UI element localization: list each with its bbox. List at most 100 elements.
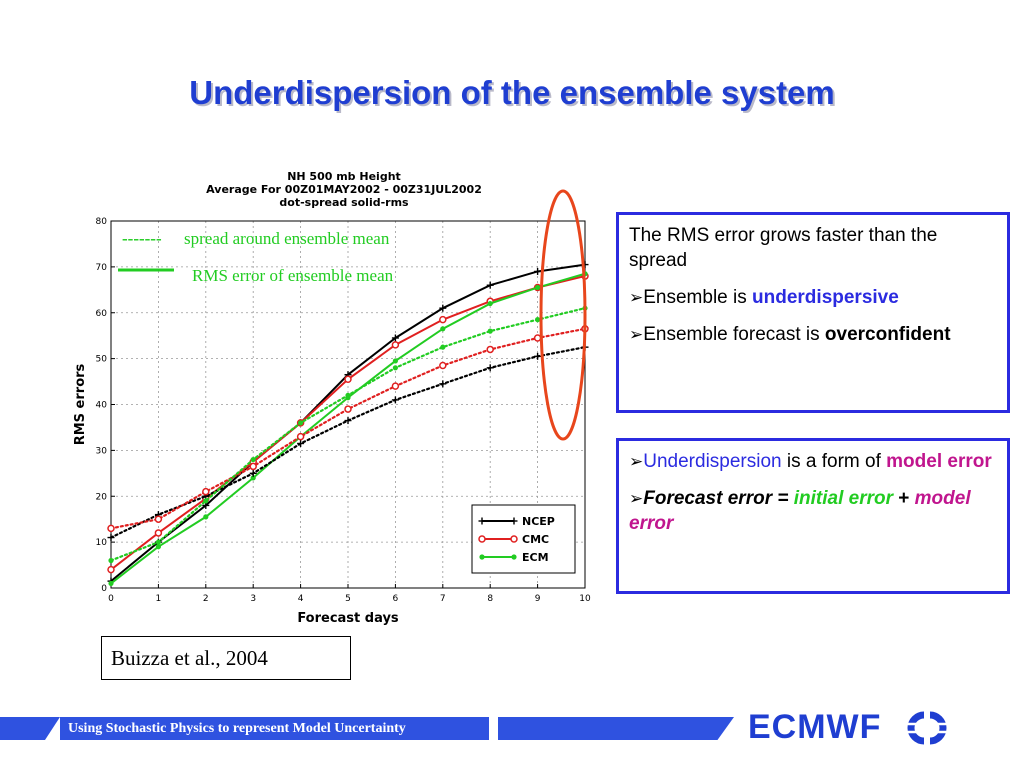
x-tick-label: 1 (156, 594, 162, 604)
x-tick-label: 2 (203, 594, 209, 604)
data-point (202, 487, 210, 496)
y-tick-label: 20 (96, 492, 108, 502)
bullet-underdispersive: ➢Ensemble is underdispersive (629, 285, 997, 310)
data-point (203, 514, 209, 520)
data-point (533, 334, 542, 342)
data-point (108, 557, 114, 564)
data-point (534, 267, 542, 275)
footer-title: Using Stochastic Physics to represent Mo… (60, 717, 492, 740)
legend-label: NCEP (522, 515, 555, 528)
chart-annotations: ------- spread around ensemble mean RMS er… (118, 229, 394, 285)
y-tick-label: 0 (101, 584, 107, 594)
emphasis-underdispersion: Underdispersion (643, 451, 782, 472)
bullet-model-error: ➢Underdispersion is a form of model erro… (629, 449, 997, 474)
data-point (487, 328, 493, 334)
x-tick-label: 0 (108, 594, 114, 604)
legend-item-ecm: ECM (479, 551, 549, 564)
arrow-bullet-icon: ➢ (629, 288, 644, 307)
data-point (534, 352, 542, 360)
data-point (391, 396, 399, 404)
data-point (344, 405, 352, 413)
y-tick-labels: 0 10 20 30 40 50 60 70 80 (96, 217, 115, 594)
rms-spread-statement: The RMS error grows faster than the spre… (629, 225, 938, 271)
annotation-rms: RMS error of ensemble mean (192, 266, 394, 285)
x-tick-labels: 0 1 2 3 4 5 6 7 8 9 10 (108, 584, 591, 604)
emphasis-overconfident: overconfident (824, 324, 951, 345)
data-point (486, 345, 494, 354)
data-point (486, 281, 494, 289)
data-point (345, 392, 351, 398)
data-point (297, 439, 305, 447)
chart-title-line: Average For 00Z01MAY2002 - 00Z31JUL2002 (206, 183, 482, 196)
data-point (298, 420, 304, 426)
legend-label: CMC (522, 533, 549, 546)
arrow-bullet-icon: ➢ (629, 452, 644, 471)
data-point (107, 524, 115, 533)
data-point (439, 315, 447, 324)
plus-sign: + (898, 488, 915, 509)
legend-marker (511, 554, 517, 560)
data-point (439, 361, 447, 370)
x-axis-label: Forecast days (297, 611, 399, 626)
footer-bar-left (0, 717, 60, 740)
chart-legend: NCEP CMC ECM (471, 504, 576, 574)
legend-marker (478, 517, 486, 525)
x-tick-label: 8 (487, 594, 493, 604)
x-tick-label: 4 (298, 594, 304, 604)
bullet-overconfident: ➢Ensemble forecast is overconfident (629, 322, 997, 347)
initial-error-term: initial error (793, 488, 893, 509)
data-point (203, 498, 209, 504)
data-point (392, 358, 398, 364)
chart-series (107, 261, 589, 587)
data-point (392, 365, 398, 371)
data-point (535, 284, 541, 291)
data-point (344, 375, 352, 384)
data-point (439, 380, 447, 388)
data-point (155, 544, 161, 550)
y-tick-label: 10 (96, 538, 108, 548)
summary-box-spread: The RMS error grows faster than the spre… (616, 212, 1010, 413)
data-point (249, 469, 257, 477)
annotation-spread: spread around ensemble mean (184, 229, 390, 248)
x-tick-label: 3 (250, 594, 256, 604)
data-point (344, 417, 352, 425)
data-point (155, 539, 161, 545)
arrow-bullet-icon: ➢ (629, 325, 644, 344)
x-tick-label: 5 (345, 594, 351, 604)
ecmwf-logo-icon (898, 711, 956, 745)
data-point (391, 334, 399, 342)
slide-title: Underdispersion of the ensemble system (189, 74, 835, 111)
series-cmc-spread (107, 325, 589, 533)
arrow-bullet-icon: ➢ (629, 489, 644, 508)
data-point (487, 300, 493, 307)
data-point (249, 462, 257, 471)
data-point (250, 475, 256, 481)
bullet-text: is a form of (781, 451, 887, 472)
data-point (250, 456, 256, 463)
legend-marker (478, 535, 486, 543)
legend-label: ECM (522, 551, 549, 564)
data-point (391, 382, 400, 390)
legend-marker (510, 517, 518, 525)
bullet-text: Ensemble forecast is (643, 324, 825, 345)
x-tick-label: 10 (579, 594, 591, 604)
footer-bar-right (498, 717, 734, 740)
legend-item-ncep: NCEP (478, 515, 555, 528)
data-point (440, 326, 446, 332)
citation: Buizza et al., 2004 (101, 636, 351, 680)
data-point (107, 534, 115, 542)
y-tick-label: 70 (96, 263, 108, 273)
legend-item-cmc: CMC (478, 533, 549, 546)
legend-marker (510, 535, 518, 543)
bullet-text: Ensemble is (643, 287, 753, 308)
data-point (439, 304, 447, 312)
emphasis-underdispersive: underdispersive (752, 287, 899, 308)
model-error-term: model error (629, 488, 971, 534)
data-point (154, 529, 163, 537)
y-axis-label: RMS errors (73, 363, 88, 445)
annotation-dash: ------- (122, 229, 162, 248)
data-point (440, 344, 446, 350)
x-tick-label: 7 (440, 594, 446, 604)
emphasis-model-error: model error (886, 451, 992, 472)
forecast-error-label: Forecast error = (643, 488, 794, 509)
